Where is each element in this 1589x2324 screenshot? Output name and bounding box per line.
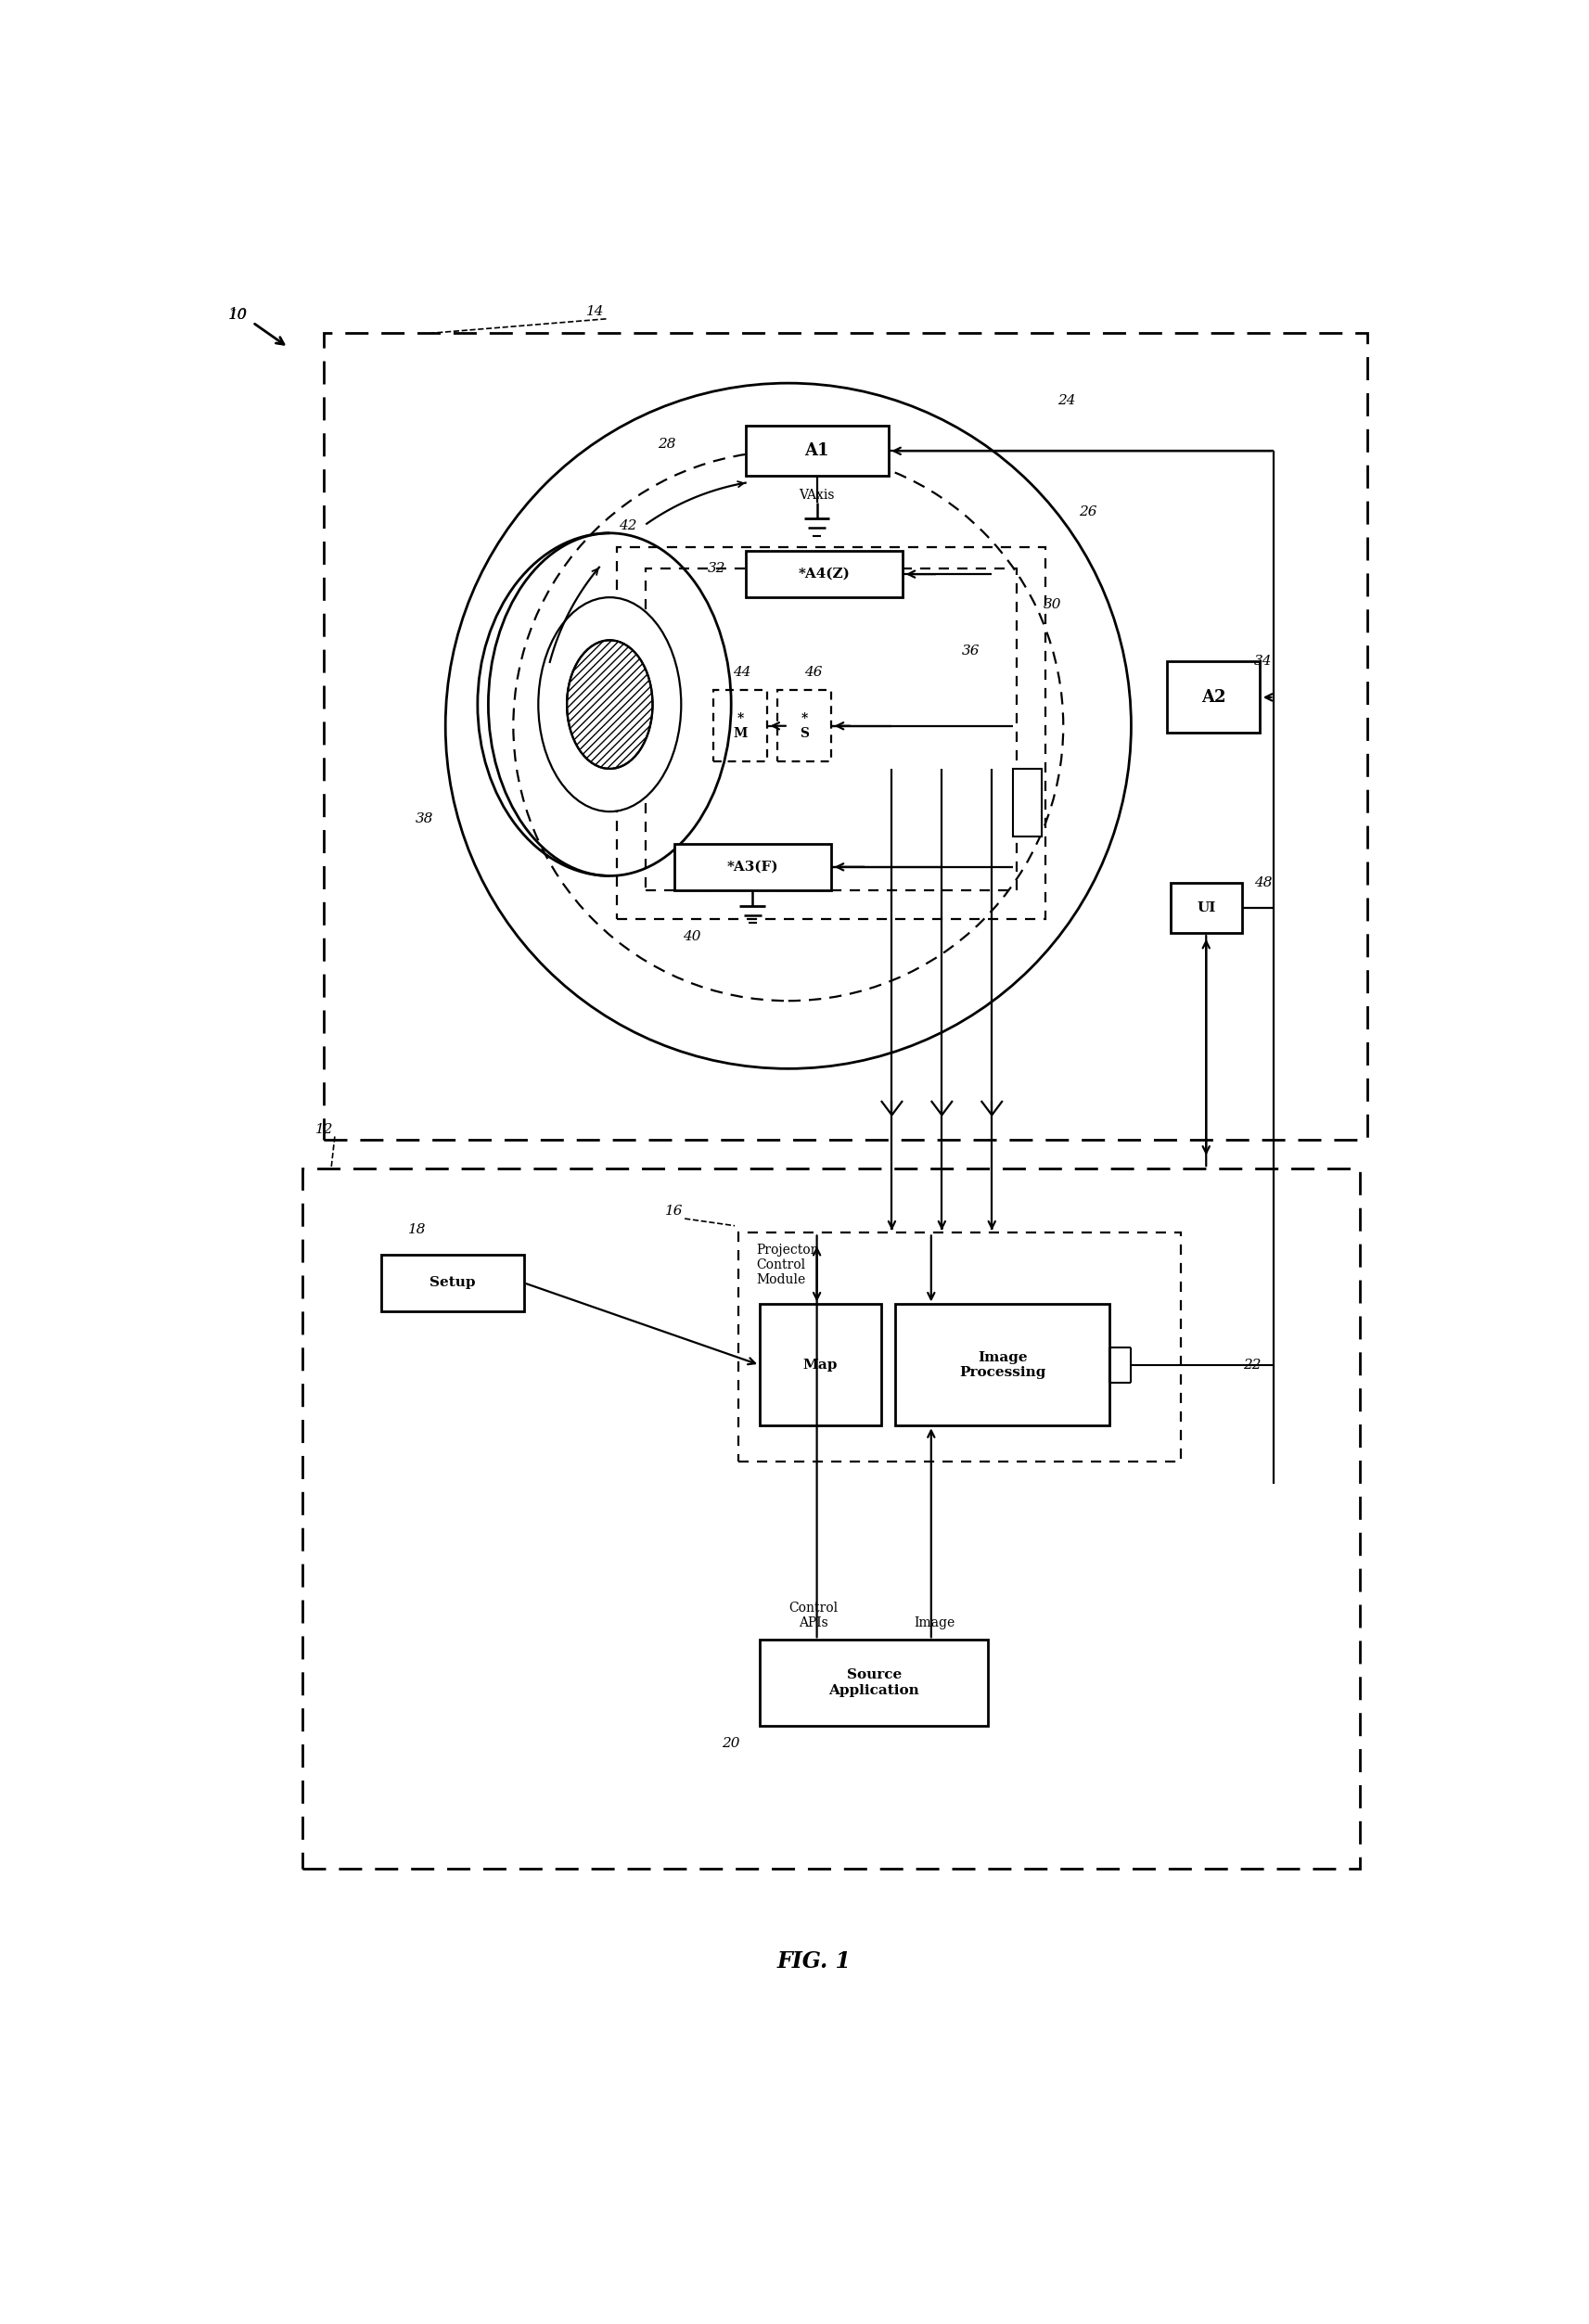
Bar xyxy=(1014,769,1042,837)
Bar xyxy=(739,1234,1181,1462)
Text: 24: 24 xyxy=(1058,395,1076,407)
Text: Projector
Control
Module: Projector Control Module xyxy=(756,1243,817,1287)
Text: *
M: * M xyxy=(733,711,747,739)
Text: 16: 16 xyxy=(664,1204,683,1218)
Text: UI: UI xyxy=(1197,902,1216,913)
Text: 44: 44 xyxy=(733,667,752,679)
Bar xyxy=(713,690,767,762)
Text: A2: A2 xyxy=(1201,688,1225,706)
Text: 48: 48 xyxy=(1254,876,1273,890)
Bar xyxy=(760,1641,988,1727)
Text: Image: Image xyxy=(914,1615,955,1629)
Bar xyxy=(302,1169,1360,1868)
Bar xyxy=(745,425,888,476)
Text: *A4(Z): *A4(Z) xyxy=(798,567,850,581)
Text: 22: 22 xyxy=(1244,1360,1262,1371)
Bar xyxy=(896,1304,1109,1425)
Text: 42: 42 xyxy=(618,521,637,532)
Text: 10: 10 xyxy=(229,309,248,321)
Text: 28: 28 xyxy=(658,437,675,451)
Text: 18: 18 xyxy=(408,1222,426,1236)
Text: Source
Application: Source Application xyxy=(829,1669,920,1697)
Text: Control
APIs: Control APIs xyxy=(788,1601,837,1629)
Ellipse shape xyxy=(539,597,682,811)
Text: 14: 14 xyxy=(586,304,604,318)
Bar xyxy=(777,690,831,762)
Bar xyxy=(645,569,1017,890)
Text: 10: 10 xyxy=(229,307,248,323)
Text: *
S: * S xyxy=(799,711,809,739)
Text: 36: 36 xyxy=(961,644,979,658)
Text: 12: 12 xyxy=(315,1122,334,1136)
Text: *A3(F): *A3(F) xyxy=(726,860,779,874)
Text: 26: 26 xyxy=(1079,504,1098,518)
Bar xyxy=(617,548,1046,918)
Text: 34: 34 xyxy=(1254,655,1273,667)
Text: A1: A1 xyxy=(804,442,829,460)
Bar xyxy=(1171,883,1243,932)
Text: 40: 40 xyxy=(683,930,701,944)
Text: Image
Processing: Image Processing xyxy=(960,1350,1046,1378)
Bar xyxy=(324,332,1367,1141)
Bar xyxy=(760,1304,882,1425)
Text: 38: 38 xyxy=(415,811,434,825)
Text: FIG. 1: FIG. 1 xyxy=(777,1950,852,1973)
Text: VAxis: VAxis xyxy=(799,488,834,502)
Bar xyxy=(381,1255,524,1311)
Bar xyxy=(745,551,903,597)
Text: 46: 46 xyxy=(804,667,823,679)
Text: Setup: Setup xyxy=(429,1276,475,1290)
Text: 20: 20 xyxy=(721,1736,740,1750)
Bar xyxy=(1166,662,1260,732)
Text: 30: 30 xyxy=(1044,597,1061,611)
Text: 32: 32 xyxy=(707,562,726,576)
Text: Map: Map xyxy=(802,1360,837,1371)
Bar xyxy=(674,844,831,890)
